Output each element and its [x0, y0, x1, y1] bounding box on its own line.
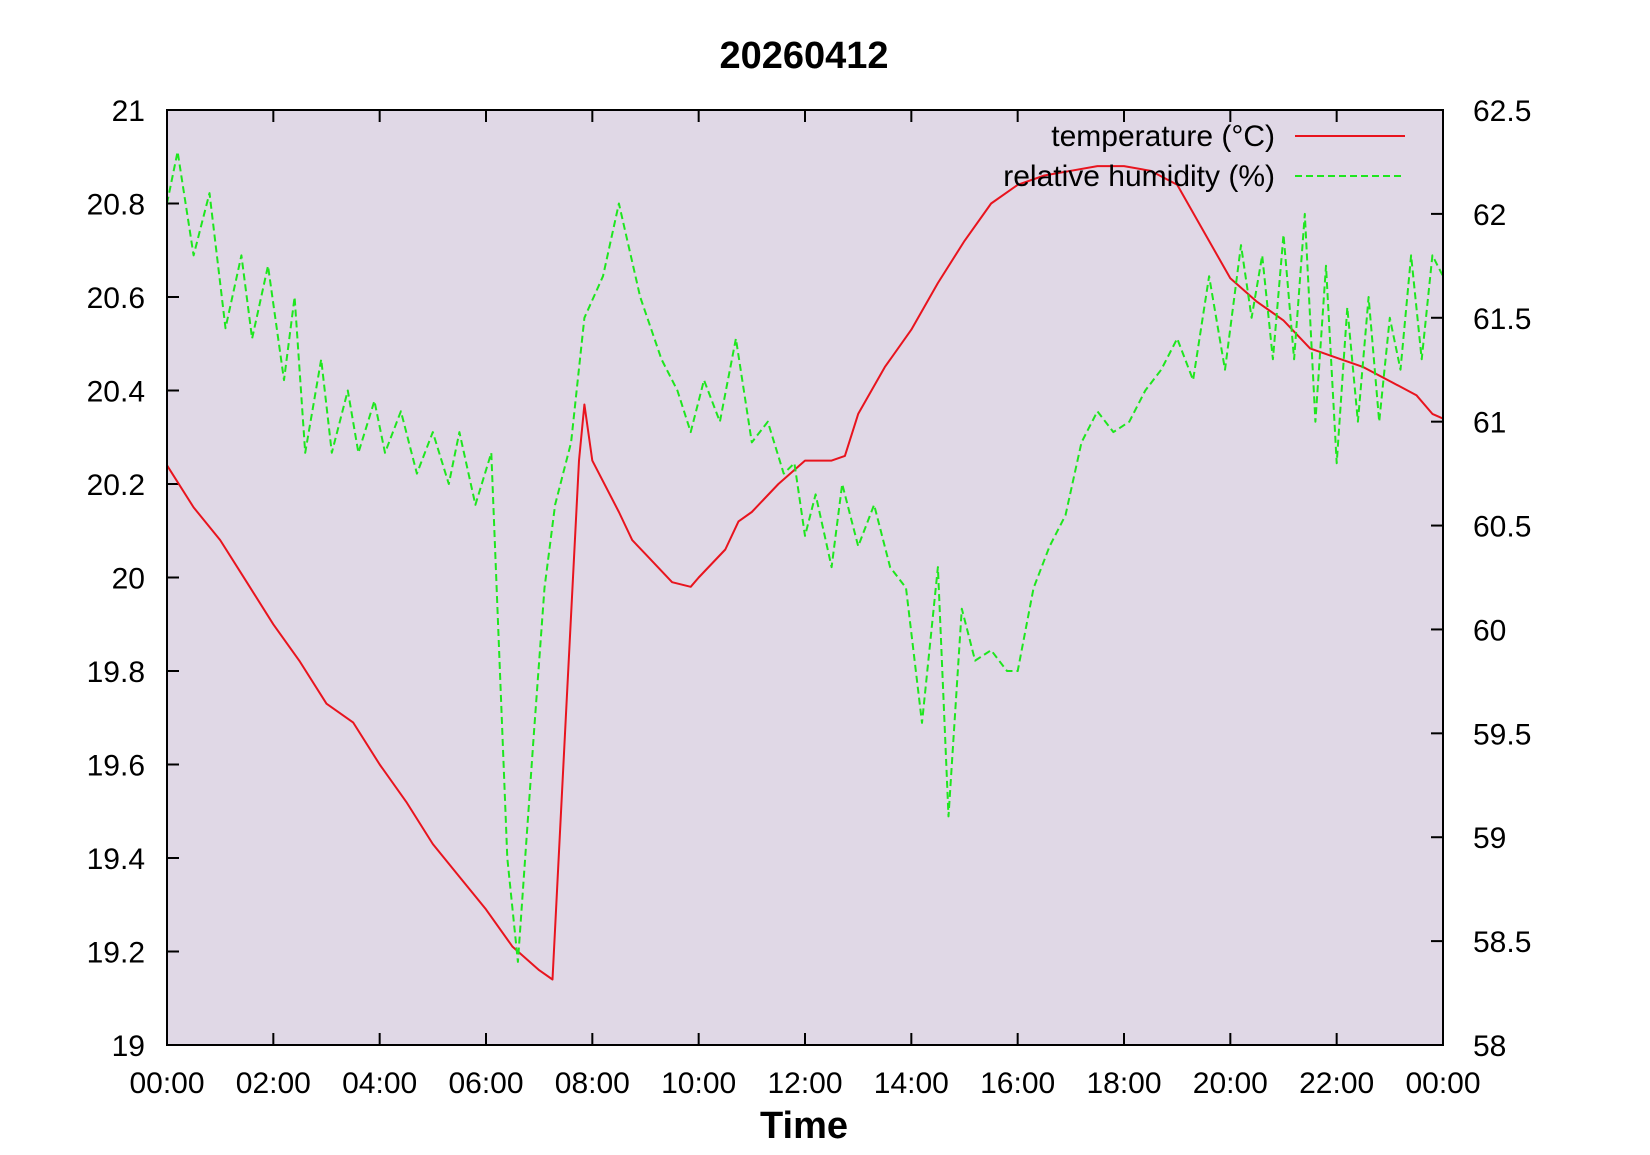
y2-tick-label: 61 [1473, 407, 1506, 440]
chart-title: 20260412 [719, 35, 888, 77]
x-tick-label: 22:00 [1299, 1067, 1374, 1100]
plot-background [167, 110, 1443, 1045]
x-tick-label: 14:00 [874, 1067, 949, 1100]
y2-tick-label: 62.5 [1473, 95, 1531, 128]
x-tick-label: 20:00 [1193, 1067, 1268, 1100]
legend-label: relative humidity (%) [1003, 160, 1275, 193]
x-tick-label: 04:00 [342, 1067, 417, 1100]
y2-tick-label: 60.5 [1473, 511, 1531, 544]
y-tick-label: 20.8 [87, 189, 145, 222]
x-tick-label: 10:00 [661, 1067, 736, 1100]
legend-label: temperature (°C) [1051, 120, 1275, 153]
x-tick-label: 00:00 [129, 1067, 204, 1100]
x-axis-title: Time [760, 1105, 848, 1147]
x-tick-label: 12:00 [767, 1067, 842, 1100]
y-tick-label: 20.4 [87, 376, 145, 409]
series-line-temperature [166, 165, 1444, 981]
series-line-humidity [166, 150, 1444, 963]
y2-tick-label: 59.5 [1473, 718, 1531, 751]
y2-tick-label: 62 [1473, 199, 1506, 232]
series-layer [166, 150, 1444, 981]
y-tick-label: 19.8 [87, 656, 145, 689]
plot-frame [166, 109, 1444, 1046]
y-tick-label: 20.2 [87, 469, 145, 502]
y-tick-label: 19.4 [87, 843, 145, 876]
x-tick-label: 02:00 [236, 1067, 311, 1100]
y-tick-label: 19.6 [87, 750, 145, 783]
y2-tick-label: 58 [1473, 1030, 1506, 1063]
y-tick-label: 19.2 [87, 937, 145, 970]
y2-tick-label: 61.5 [1473, 303, 1531, 336]
x-tick-label: 18:00 [1086, 1067, 1161, 1100]
x-tick-label: 08:00 [555, 1067, 630, 1100]
y-ticks-left: 19 19.2 19.4 19.6 19.8 20 20.2 20.4 20.6 20.8 21 [87, 95, 179, 1063]
y2-tick-label: 59 [1473, 822, 1506, 855]
y2-tick-label: 60 [1473, 614, 1506, 647]
y-tick-label: 20.6 [87, 282, 145, 315]
legend: temperature (°C) relative humidity (%) [1003, 120, 1405, 193]
x-tick-label: 16:00 [980, 1067, 1055, 1100]
x-tick-label: 06:00 [448, 1067, 523, 1100]
y-tick-label: 20 [112, 563, 145, 596]
y2-tick-label: 58.5 [1473, 926, 1531, 959]
y-ticks-right: 58 58.5 59 59.5 60 60.5 61 61.5 62 62.5 [1431, 95, 1531, 1063]
y-tick-label: 21 [112, 95, 145, 128]
x-tick-label: 00:00 [1405, 1067, 1480, 1100]
x-ticks: 00:00 02:00 04:00 06:00 08:00 10:00 12:00 14:00… [129, 110, 1481, 1100]
y-tick-label: 19 [112, 1030, 145, 1063]
